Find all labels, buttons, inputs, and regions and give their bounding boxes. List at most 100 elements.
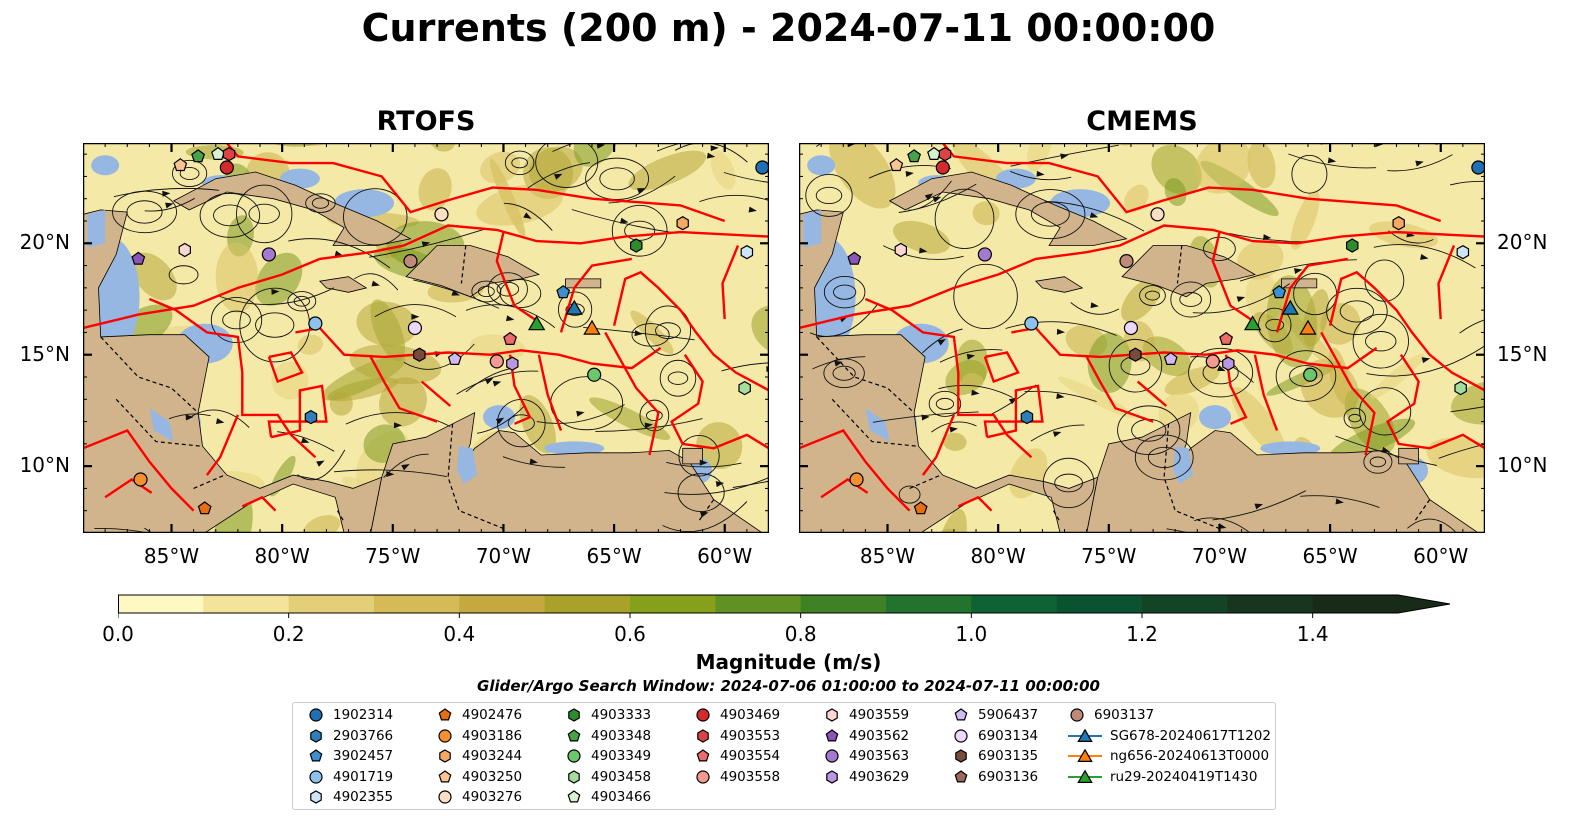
streamline-eddy — [199, 192, 261, 238]
float-marker-4902355 — [740, 245, 754, 260]
legend-label: 4903349 — [591, 748, 652, 764]
streamline-arrow — [1335, 498, 1344, 505]
eez-boundary — [921, 414, 956, 476]
legend-label: 4903244 — [462, 748, 523, 764]
eez-boundary — [983, 351, 1020, 384]
speed-patch — [1328, 418, 1416, 462]
float-marker-4903276 — [1150, 207, 1165, 222]
streamline-arrow — [495, 417, 505, 425]
speed-patch — [418, 168, 452, 211]
legend-float-marker — [826, 708, 838, 722]
float-marker-4903349 — [587, 367, 602, 382]
streamline — [113, 187, 220, 198]
speed-patch — [429, 143, 456, 152]
legend-item: 4903276 — [436, 787, 522, 807]
map-panel-rtofs[interactable] — [83, 143, 769, 533]
speed-patch — [1369, 221, 1438, 249]
country-border — [100, 336, 199, 414]
streamline-eddy — [1179, 292, 1203, 307]
country-border — [816, 336, 915, 414]
streamline-eddy — [1030, 201, 1070, 227]
streamline-arrow — [706, 152, 716, 159]
lat-tick-label-left: 10°N — [19, 453, 70, 478]
streamline-arrow — [411, 313, 420, 320]
glider-marker-ng656-20240613T0000 — [583, 319, 601, 335]
legend-item: 4903348 — [565, 726, 651, 746]
eez-boundary — [799, 429, 911, 512]
land-mass — [1398, 447, 1419, 465]
streamline — [1407, 518, 1458, 533]
legend-label: 4902476 — [462, 707, 523, 723]
country-border — [909, 474, 941, 489]
streamline-eddy — [255, 312, 295, 338]
streamline — [465, 304, 556, 328]
legend-swatch — [1070, 708, 1084, 722]
map-panel-cmems[interactable] — [799, 143, 1485, 533]
speed-patch — [255, 252, 303, 306]
legend-float-marker — [568, 769, 580, 784]
streamline-eddy — [833, 284, 857, 300]
streamline-arrow — [506, 315, 515, 322]
speed-patch — [932, 508, 967, 533]
streamline — [938, 384, 1013, 398]
streamline — [1212, 490, 1307, 521]
colorbar-segment — [374, 595, 460, 613]
speed-patch — [356, 301, 417, 347]
lon-tick-label: 85°W — [859, 544, 916, 568]
lon-tick-label: 65°W — [586, 544, 642, 568]
legend-label: 5906437 — [978, 707, 1039, 723]
streamline-eddy — [126, 200, 163, 224]
legend-swatch — [567, 790, 581, 803]
streamline-eddy — [1139, 285, 1166, 307]
eez-boundary — [957, 495, 993, 512]
speed-patch — [1124, 184, 1149, 212]
eez-boundary — [205, 414, 240, 476]
streamline — [922, 328, 963, 354]
streamline-arrow — [1090, 302, 1099, 309]
legend-item: ng656-20240613T0000 — [1068, 746, 1269, 766]
streamline — [369, 229, 484, 258]
colorbar-extend-arrow — [1312, 595, 1450, 613]
streamline-eddy — [1147, 446, 1181, 469]
eez-boundary — [1136, 380, 1168, 407]
streamline-eddy — [1365, 331, 1397, 352]
float-marker-3902457 — [1272, 285, 1287, 299]
legend-swatch — [696, 769, 710, 784]
streamline — [1030, 424, 1085, 442]
streamline-arrow — [1254, 503, 1264, 510]
lat-tick-label-right: 20°N — [1497, 230, 1548, 255]
legend-item: 3902457 — [307, 746, 393, 766]
eez-boundary — [369, 356, 438, 423]
streamline-eddy — [823, 275, 866, 309]
float-marker-4903348 — [191, 149, 206, 163]
legend-label: 4903629 — [849, 768, 910, 785]
streamline-eddy — [935, 397, 955, 410]
eez-boundary — [537, 354, 563, 431]
legend-swatch — [825, 749, 839, 763]
streamline-eddy — [1339, 300, 1375, 323]
legend-label: 4903276 — [462, 789, 523, 805]
float-marker-2903766 — [304, 409, 318, 425]
streamline — [354, 273, 399, 291]
streamline-arrow — [451, 289, 460, 296]
legend-swatch — [309, 769, 323, 784]
streamline-eddy — [805, 174, 853, 217]
legend-swatch — [825, 728, 839, 741]
float-marker-4903469 — [935, 160, 950, 175]
streamline-eddy — [1275, 350, 1337, 402]
streamline-eddy — [236, 184, 293, 244]
streamline-arrow — [1036, 170, 1045, 177]
lon-tick-label: 85°W — [143, 544, 200, 568]
land-mass — [682, 447, 703, 465]
legend-label: ng656-20240613T0000 — [1110, 748, 1270, 764]
legend-swatch — [438, 708, 452, 721]
streamline — [898, 183, 977, 213]
speed-patch — [297, 334, 324, 355]
float-marker-4903553 — [222, 146, 236, 162]
streamline-eddy — [343, 188, 408, 246]
streamline-eddy — [477, 285, 495, 298]
speed-patch — [1027, 143, 1054, 172]
panel-title-rtofs: RTOFS — [376, 106, 476, 137]
streamline-arrow — [300, 437, 310, 444]
legend-item: 4903558 — [694, 767, 780, 787]
